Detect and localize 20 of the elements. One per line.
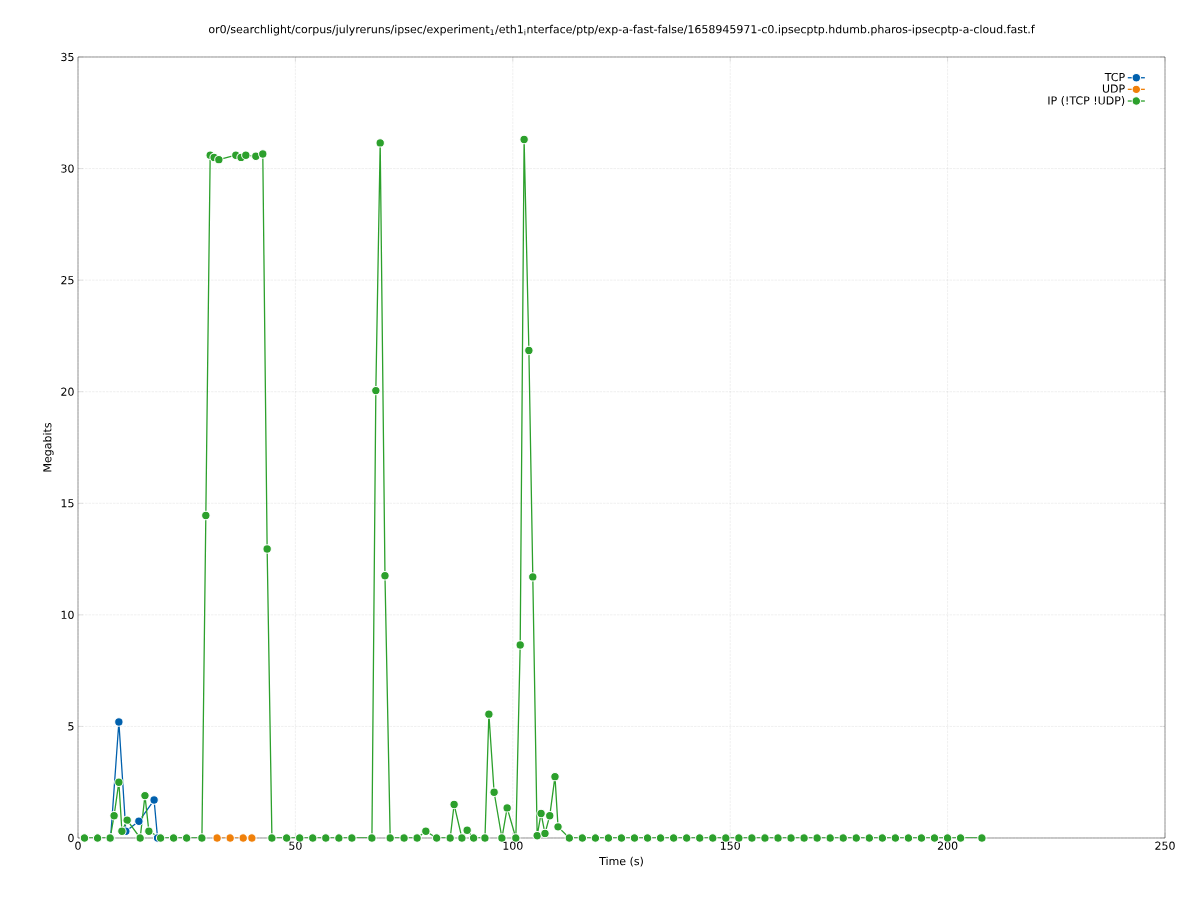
- y-axis-title: Megabits: [42, 423, 54, 472]
- y-tick-label: 25: [61, 275, 74, 285]
- y-tick-label: 15: [61, 499, 74, 508]
- chart-title: or0/searchlight/corpus/julyreruns/ipsec/experiment$_{1}$/eth1$_{i}$nterface/ptp/exp-a-fast-false/1658945971-c0.ipsecptp.hdumb.pharos-ipsecptp-a-cloud.fast.f: [208, 24, 1035, 36]
- legend-label: TCP: [1104, 72, 1125, 82]
- y-tick-label: 0: [68, 833, 74, 843]
- legend-label: UDP: [1102, 84, 1125, 93]
- legend-label: IP (!TCP !UDP): [1048, 96, 1125, 106]
- y-tick-label: 35: [61, 52, 74, 62]
- x-tick-label: 100: [503, 841, 523, 850]
- x-tick-label: 0: [75, 841, 81, 850]
- y-tick-label: 5: [68, 722, 74, 731]
- x-tick-label: 250: [1155, 841, 1175, 850]
- y-tick-label: 10: [61, 610, 74, 620]
- y-tick-label: 20: [61, 387, 74, 396]
- x-tick-label: 150: [720, 841, 740, 850]
- x-tick-label: 200: [937, 841, 958, 850]
- x-tick-label: 50: [289, 841, 302, 850]
- x-axis-title: Time (s): [599, 856, 643, 867]
- y-tick-label: 30: [61, 164, 74, 173]
